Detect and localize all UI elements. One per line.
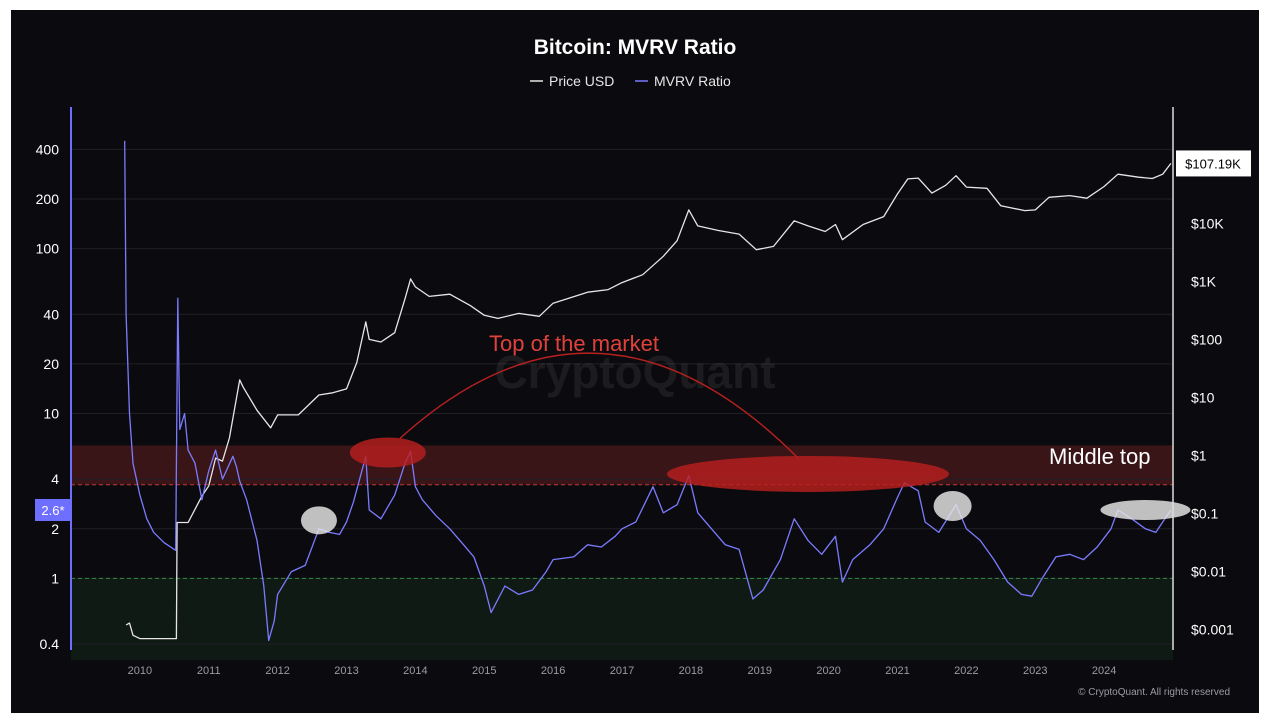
left-tick-label: 20 [43, 356, 59, 372]
left-tick-label: 4 [51, 471, 59, 487]
right-tick-label: $0.01 [1191, 564, 1226, 580]
left-tick-label: 400 [36, 141, 60, 157]
right-tick-label: $1 [1191, 447, 1207, 463]
x-tick-label: 2021 [885, 665, 909, 677]
right-tick-label: $0.1 [1191, 506, 1218, 522]
mvrv-line [124, 140, 1172, 642]
left-tick-label: 40 [43, 306, 59, 322]
annotation-middle-top: Middle top [1049, 444, 1151, 469]
legend: Price USD MVRV Ratio [530, 73, 731, 89]
legend-label-mvrv[interactable]: MVRV Ratio [654, 73, 731, 89]
left-tick-label: 10 [43, 406, 59, 422]
highlight-white-0 [300, 506, 337, 535]
left-tick-label: 2 [51, 521, 59, 537]
annotation-top-of-market: Top of the market [489, 331, 659, 356]
right-tick-label: $1K [1191, 273, 1217, 289]
x-tick-label: 2013 [334, 665, 358, 677]
right-tick-label: $10K [1191, 215, 1224, 231]
left-tick-label: 1 [51, 570, 59, 586]
top-of-market-arc [399, 352, 799, 459]
credit: © CryptoQuant. All rights reserved [1078, 687, 1230, 698]
left-tick-label: 0.4 [40, 636, 60, 652]
x-tick-label: 2016 [541, 665, 565, 677]
x-tick-label: 2024 [1092, 665, 1116, 677]
price-line [125, 163, 1172, 640]
left-tick-label: 200 [36, 191, 60, 207]
watermark: CryptoQuant [494, 346, 775, 398]
x-tick-label: 2012 [265, 665, 289, 677]
x-tick-label: 2010 [128, 665, 152, 677]
highlight-white-2 [1100, 499, 1191, 520]
price-current-badge [1176, 150, 1251, 177]
band-overvalued-zone [71, 445, 1173, 485]
mvrv-current-value: 2.6* [41, 503, 64, 518]
x-tick-label: 2023 [1023, 665, 1047, 677]
x-tick-label: 2015 [472, 665, 496, 677]
x-tick-label: 2019 [748, 665, 772, 677]
highlight-red-0 [349, 437, 426, 468]
left-tick-label: 100 [36, 241, 60, 257]
highlight-red-1 [666, 455, 949, 492]
x-tick-label: 2018 [679, 665, 703, 677]
x-tick-label: 2014 [403, 665, 427, 677]
right-tick-label: $10 [1191, 389, 1215, 405]
x-tick-label: 2011 [197, 665, 221, 677]
right-tick-label: $100 [1191, 331, 1222, 347]
highlight-white-1 [933, 490, 972, 521]
mvrv-chart: Bitcoin: MVRV Ratio Price USD MVRV Ratio… [35, 36, 1251, 698]
band-undervalued-zone [71, 578, 1173, 660]
mvrv-current-badge [35, 498, 71, 521]
right-tick-label: $0.001 [1191, 622, 1234, 638]
price-current-value: $107.19K [1185, 156, 1241, 171]
x-tick-label: 2020 [816, 665, 840, 677]
x-tick-label: 2017 [610, 665, 634, 677]
chart-title: Bitcoin: MVRV Ratio [534, 36, 737, 59]
legend-label-price[interactable]: Price USD [549, 73, 614, 89]
chart-frame: Bitcoin: MVRV Ratio Price USD MVRV Ratio… [11, 10, 1259, 713]
x-tick-label: 2022 [954, 665, 978, 677]
